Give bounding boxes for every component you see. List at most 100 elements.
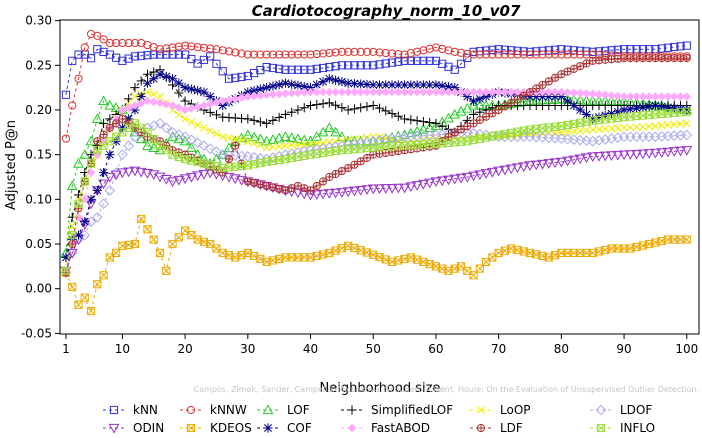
data-point xyxy=(85,216,97,227)
data-point xyxy=(569,100,579,111)
data-point xyxy=(262,181,271,191)
data-point xyxy=(367,135,379,147)
data-point xyxy=(186,84,196,94)
data-point xyxy=(281,141,290,150)
data-point xyxy=(682,92,692,101)
data-point xyxy=(161,99,171,109)
data-point xyxy=(211,110,222,120)
data-point xyxy=(356,157,365,166)
data-point xyxy=(549,158,561,169)
data-point xyxy=(399,114,410,124)
data-point xyxy=(256,91,265,100)
data-point xyxy=(287,50,296,59)
data-point xyxy=(254,133,266,144)
data-point xyxy=(682,54,691,63)
data-point xyxy=(187,54,196,64)
data-point xyxy=(386,183,398,194)
series-odin xyxy=(60,146,693,277)
data-point xyxy=(212,129,221,138)
data-point xyxy=(512,163,523,174)
data-point xyxy=(626,123,635,132)
data-point xyxy=(343,78,353,88)
data-point xyxy=(118,114,127,124)
data-point xyxy=(192,171,204,182)
data-point xyxy=(143,225,152,234)
data-point xyxy=(243,71,252,81)
data-point xyxy=(281,50,290,59)
data-point xyxy=(118,56,127,65)
data-point xyxy=(93,280,102,289)
data-point xyxy=(167,127,178,138)
data-point xyxy=(186,405,196,415)
data-point xyxy=(587,152,599,163)
data-point xyxy=(337,61,346,70)
data-point xyxy=(601,124,610,133)
x-tick-label: 40 xyxy=(303,342,318,356)
data-point xyxy=(425,44,434,53)
data-point xyxy=(394,87,403,97)
x-tick-label: 20 xyxy=(177,342,192,356)
data-point xyxy=(525,50,535,59)
data-point xyxy=(670,120,679,129)
data-point xyxy=(61,90,71,99)
data-point xyxy=(306,87,315,97)
legend-item-ldof: LDOF xyxy=(590,403,652,417)
data-point xyxy=(632,123,641,132)
data-point xyxy=(575,105,585,115)
data-point xyxy=(675,146,686,157)
data-point xyxy=(124,54,133,63)
data-point xyxy=(344,61,353,70)
data-point xyxy=(368,87,378,97)
data-point xyxy=(293,88,303,98)
y-tick-label: 0.15 xyxy=(25,148,52,162)
data-point xyxy=(544,46,553,55)
data-point xyxy=(601,46,610,55)
data-point xyxy=(250,139,259,148)
data-point xyxy=(361,136,373,148)
data-point xyxy=(350,87,359,97)
data-point xyxy=(417,124,429,134)
data-point xyxy=(381,87,391,97)
series-line xyxy=(65,217,687,313)
data-point xyxy=(256,50,265,59)
data-point xyxy=(455,173,467,184)
y-tick-label: 0.25 xyxy=(25,58,52,72)
data-point xyxy=(112,248,121,258)
data-point xyxy=(312,181,321,191)
data-point xyxy=(174,88,184,98)
data-point xyxy=(274,89,284,99)
data-point xyxy=(475,107,485,117)
data-point xyxy=(563,45,572,54)
data-point xyxy=(469,271,478,280)
data-point xyxy=(663,92,673,101)
data-point xyxy=(317,189,329,200)
data-point xyxy=(347,405,357,415)
legend-label: LOF xyxy=(287,403,310,417)
data-point xyxy=(205,107,215,117)
data-point xyxy=(380,134,392,145)
data-point xyxy=(243,177,252,186)
data-point xyxy=(475,87,485,97)
data-point xyxy=(280,78,291,88)
data-point xyxy=(613,124,622,133)
data-point xyxy=(318,87,328,97)
data-point xyxy=(461,172,473,183)
data-point xyxy=(663,43,673,52)
data-point xyxy=(181,50,190,59)
data-point xyxy=(400,50,409,59)
y-tick-label: 0.00 xyxy=(25,282,52,296)
data-point xyxy=(544,50,553,59)
data-point xyxy=(450,65,459,74)
series-line xyxy=(65,111,687,271)
data-point xyxy=(300,50,309,59)
data-point xyxy=(369,47,378,57)
data-point xyxy=(638,92,648,101)
data-point xyxy=(519,50,528,59)
data-point xyxy=(594,47,604,56)
data-point xyxy=(557,50,566,59)
data-point xyxy=(143,51,152,60)
data-point xyxy=(362,102,372,112)
data-point xyxy=(68,239,77,249)
data-point xyxy=(110,170,122,181)
data-point xyxy=(562,156,574,167)
